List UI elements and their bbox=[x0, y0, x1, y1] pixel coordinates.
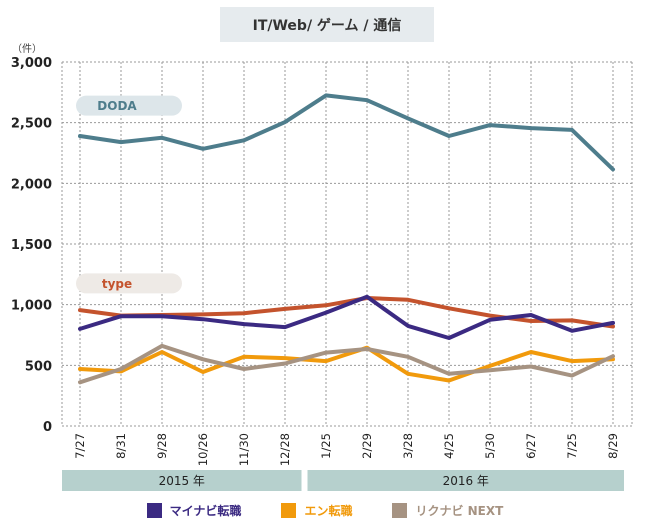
legend-label-mynavi: マイナビ転職 bbox=[169, 504, 242, 518]
series-tag-label: type bbox=[102, 277, 132, 291]
legend-item-mynavi: マイナビ転職 bbox=[146, 502, 242, 519]
x-tick-label: 4/25 bbox=[442, 433, 456, 459]
series-line bbox=[78, 296, 615, 329]
series-line bbox=[78, 294, 615, 340]
x-tick-label: 2/29 bbox=[360, 433, 374, 459]
legend-label-rikunabi: リクナビ NEXT bbox=[415, 504, 504, 518]
y-tick-label: 2,000 bbox=[11, 177, 52, 192]
legend: マイナビ転職 エン転職 リクナビ NEXT bbox=[0, 502, 650, 519]
x-tick-label: 8/31 bbox=[114, 433, 128, 459]
y-tick-label: 0 bbox=[43, 420, 52, 435]
y-tick-label: 500 bbox=[25, 359, 52, 374]
legend-label-en: エン転職 bbox=[304, 504, 353, 518]
legend-swatch-rikunabi bbox=[392, 503, 408, 518]
y-axis-unit-label: （件） bbox=[12, 44, 42, 55]
year-group-bar bbox=[307, 470, 624, 491]
series-tag-pill bbox=[76, 95, 182, 116]
legend-item-en: エン転職 bbox=[281, 502, 352, 519]
series-line bbox=[78, 345, 615, 383]
x-tick-label: 3/28 bbox=[401, 433, 415, 459]
legend-item-rikunabi: リクナビ NEXT bbox=[392, 502, 503, 519]
series-line bbox=[78, 93, 615, 172]
series-line bbox=[78, 343, 615, 385]
x-tick-label: 10/26 bbox=[196, 433, 210, 466]
y-tick-label: 3,000 bbox=[11, 56, 52, 71]
x-tick-label: 6/27 bbox=[524, 433, 538, 459]
year-group-label: 2015 年 bbox=[159, 474, 205, 488]
x-tick-label: 9/28 bbox=[155, 433, 169, 459]
y-tick-label: 1,500 bbox=[11, 238, 52, 253]
x-tick-label: 5/30 bbox=[483, 433, 497, 459]
line-chart: 3,000 2,500 2,000 1,500 1,000 500 0 7/27 8/31 9/2… bbox=[11, 56, 633, 491]
x-tick-label: 8/29 bbox=[606, 433, 620, 459]
chart-title: IT/Web/ ゲーム / 通信 bbox=[220, 7, 434, 42]
x-tick-label: 11/30 bbox=[237, 433, 251, 466]
series-tag-label: DODA bbox=[97, 99, 137, 113]
x-tick-label: 7/27 bbox=[73, 433, 87, 459]
x-tick-label: 7/25 bbox=[565, 433, 579, 459]
x-tick-label: 1/25 bbox=[319, 433, 333, 459]
x-tick-label: 12/28 bbox=[278, 433, 292, 466]
y-tick-label: 2,500 bbox=[11, 117, 52, 132]
y-tick-label: 1,000 bbox=[11, 299, 52, 314]
year-group-bar bbox=[62, 470, 302, 491]
legend-swatch-mynavi bbox=[146, 503, 162, 518]
legend-swatch-en bbox=[281, 503, 297, 518]
series-tag-pill bbox=[76, 273, 182, 294]
year-group-label: 2016 年 bbox=[443, 474, 489, 488]
